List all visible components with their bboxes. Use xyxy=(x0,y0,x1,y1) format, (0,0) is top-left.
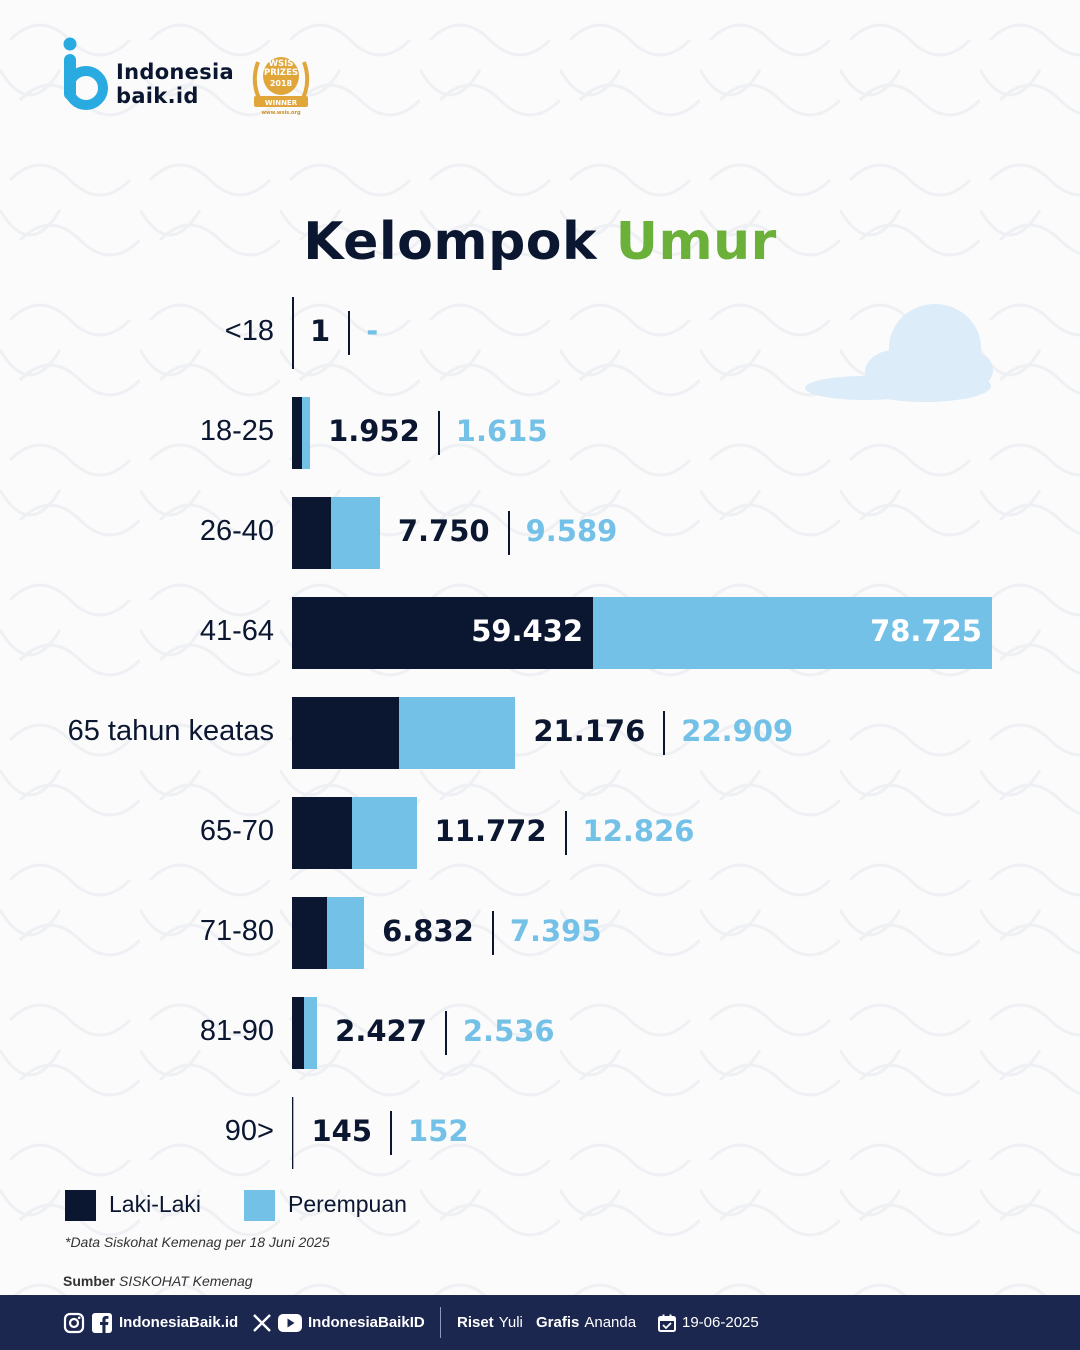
data-label-male: 59.432 xyxy=(471,614,584,648)
laurel-icon xyxy=(252,57,310,107)
bar-female xyxy=(351,797,417,869)
data-note: *Data Siskohat Kemenag per 18 Juni 2025 xyxy=(65,1234,330,1250)
footer-credit-grafis: Grafis Ananda xyxy=(536,1295,636,1350)
footer-date: 19-06-2025 xyxy=(658,1295,759,1350)
data-label-male: 21.176 xyxy=(533,714,646,748)
source-value: SISKOHAT Kemenag xyxy=(119,1273,253,1289)
riset-name: Yuli xyxy=(498,1314,523,1331)
calendar-icon xyxy=(658,1314,676,1332)
data-label-female: 78.725 xyxy=(870,614,982,648)
legend-swatch-female xyxy=(244,1190,275,1221)
data-label-female: 2.536 xyxy=(462,1014,555,1048)
footer-divider xyxy=(440,1307,441,1338)
bar-female xyxy=(304,997,318,1069)
bar-female xyxy=(326,897,365,969)
brand-line-1: Indonesia xyxy=(116,60,234,84)
title-part-1: Kelompok xyxy=(303,212,598,272)
category-label: 26-40 xyxy=(199,515,274,547)
bar-female xyxy=(292,1097,294,1169)
bar-axis-tick xyxy=(292,297,294,369)
legend-label-male: Laki-Laki xyxy=(109,1191,202,1217)
data-label-female: 12.826 xyxy=(582,814,695,848)
footer-credit-riset: Riset Yuli xyxy=(457,1295,523,1350)
label-separator xyxy=(507,511,510,555)
label-separator xyxy=(444,1011,447,1055)
data-label-male: 1.952 xyxy=(328,414,420,448)
youtube-icon[interactable] xyxy=(278,1313,302,1332)
wsis-award-badge: WSIS PRIZES 2018 WINNER www.wsis.org xyxy=(248,52,314,118)
brand-line-2: baik.id xyxy=(116,84,199,108)
title-part-2: Umur xyxy=(615,212,777,272)
bar-male xyxy=(292,797,352,869)
award-line-1: WSIS xyxy=(268,59,294,69)
grafis-name: Ananda xyxy=(584,1314,637,1331)
data-label-female: 9.589 xyxy=(525,514,618,548)
bar-male xyxy=(292,697,400,769)
date-text: 19-06-2025 xyxy=(682,1314,759,1331)
legend-swatch-male xyxy=(65,1190,96,1221)
source-label: Sumber xyxy=(63,1273,116,1289)
label-separator xyxy=(390,1111,393,1155)
category-label: 18-25 xyxy=(199,415,274,447)
instagram-icon[interactable] xyxy=(63,1312,85,1334)
award-line-2: PRIZES xyxy=(263,68,299,78)
bar-female xyxy=(593,597,992,669)
data-label-male: 2.427 xyxy=(335,1014,427,1048)
label-separator xyxy=(564,811,567,855)
category-label: <18 xyxy=(224,315,274,347)
data-label-female: 152 xyxy=(408,1114,469,1148)
footer-handle-2[interactable]: IndonesiaBaikID xyxy=(308,1314,425,1331)
award-title: WSIS PRIZES xyxy=(248,60,314,78)
bar-female xyxy=(331,497,380,569)
source-credit: Sumber SISKOHAT Kemenag xyxy=(63,1273,253,1289)
category-label: 71-80 xyxy=(199,915,274,947)
data-label-male: 7.750 xyxy=(397,514,490,548)
category-label: 65 tahun keatas xyxy=(67,715,274,747)
label-separator xyxy=(663,711,666,755)
category-label: 65-70 xyxy=(199,815,274,847)
data-label-male: 11.772 xyxy=(434,814,547,848)
award-year: 2018 xyxy=(269,79,293,88)
footer-social-2[interactable]: IndonesiaBaikID xyxy=(252,1295,425,1350)
brand-logo: Indonesia baik.id WSIS PRIZES 2018 WINNE… xyxy=(62,36,322,120)
bar-female xyxy=(301,397,311,469)
label-separator xyxy=(491,911,494,955)
category-label: 41-64 xyxy=(199,615,274,647)
page-title: Kelompok Umur xyxy=(0,212,1080,272)
bar-male xyxy=(292,997,305,1069)
brand-name: Indonesia baik.id xyxy=(116,60,234,108)
category-label: 81-90 xyxy=(199,1015,274,1047)
data-label-female: - xyxy=(366,314,379,348)
legend-label-female: Perempuan xyxy=(288,1191,407,1217)
data-label-male: 1 xyxy=(310,314,331,348)
riset-label: Riset xyxy=(457,1314,494,1331)
data-label-female: 7.395 xyxy=(509,914,602,948)
data-label-female: 1.615 xyxy=(455,414,548,448)
facebook-icon[interactable] xyxy=(91,1312,113,1334)
footer-social-1[interactable]: IndonesiaBaik.id xyxy=(63,1295,238,1350)
cloud-icon xyxy=(805,304,993,402)
label-separator xyxy=(437,411,440,455)
data-label-male: 6.832 xyxy=(382,914,474,948)
bar-male xyxy=(292,897,327,969)
award-winner: WINNER xyxy=(264,99,298,107)
bar-male xyxy=(292,497,332,569)
indonesiabaik-logo-icon xyxy=(63,37,108,110)
bar-male xyxy=(292,397,302,469)
grafis-label: Grafis xyxy=(536,1314,580,1331)
footer-handle-1[interactable]: IndonesiaBaik.id xyxy=(119,1314,239,1331)
bar-male xyxy=(292,1097,293,1169)
bar-male xyxy=(292,597,594,669)
bar-female xyxy=(399,697,516,769)
category-label: 90> xyxy=(224,1115,274,1147)
footer-bar: IndonesiaBaik.id IndonesiaBaikID Riset Y… xyxy=(0,1295,1080,1350)
data-label-female: 22.909 xyxy=(681,714,794,748)
data-label-male: 145 xyxy=(311,1114,373,1148)
award-url: www.wsis.org xyxy=(261,110,301,116)
x-icon[interactable] xyxy=(252,1313,272,1333)
label-separator xyxy=(348,311,351,355)
age-group-chart: <18 1 - 18-25 1.952 1.615 26-40 7.750 9.589 41-64… xyxy=(67,297,992,1169)
